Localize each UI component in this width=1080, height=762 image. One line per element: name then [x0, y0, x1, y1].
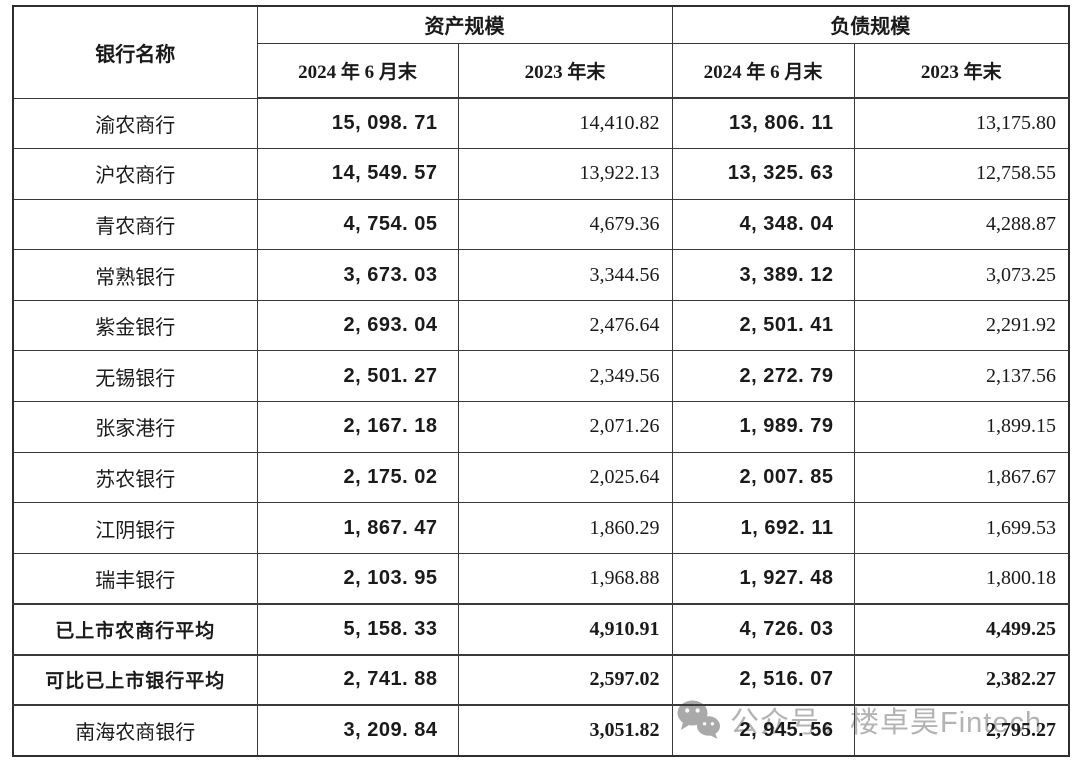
- asset-2024-cell: 1, 867. 47: [256, 502, 459, 554]
- liability-2024-cell: 13, 806. 11: [671, 97, 855, 150]
- asset-2024-cell: 15, 098. 71: [256, 97, 459, 150]
- asset-2023-cell: 2,476.64: [457, 299, 673, 352]
- asset-2024-cell: 2, 103. 95: [256, 552, 459, 605]
- bank-name-cell: 常熟银行: [12, 249, 258, 301]
- liability-2023-cell: 2,291.92: [853, 299, 1070, 352]
- asset-2023-cell: 3,344.56: [457, 249, 673, 301]
- liability-2024-cell: 2, 945. 56: [671, 704, 855, 757]
- liability-2024-cell: 1, 927. 48: [671, 552, 855, 605]
- asset-2024-cell: 2, 693. 04: [256, 299, 459, 352]
- liability-2023-cell: 1,867.67: [853, 451, 1070, 504]
- asset-2023-cell: 2,071.26: [457, 401, 673, 453]
- bank-name-cell: 渝农商行: [12, 97, 258, 150]
- header-sub-row: 2024 年 6 月末 2023 年末 2024 年 6 月末 2023 年末: [13, 42, 1070, 99]
- asset-2023-header: 2023 年末: [457, 42, 673, 99]
- liability-2023-cell: 13,175.80: [853, 97, 1070, 150]
- liability-group-header: 负债规模: [671, 5, 1070, 44]
- liability-2023-cell: 3,073.25: [853, 249, 1070, 301]
- asset-2023-cell: 13,922.13: [457, 148, 673, 200]
- table-row: 南海农商银行 3, 209. 84 3,051.82 2, 945. 56 2,795.…: [12, 704, 1070, 757]
- bank-name-cell: 瑞丰银行: [12, 552, 258, 605]
- liability-2024-cell: 2, 007. 85: [671, 451, 855, 504]
- asset-2024-cell: 3, 673. 03: [256, 249, 459, 301]
- asset-2023-cell: 4,679.36: [457, 198, 673, 251]
- header-group-row: 银行名称 资产规模 负债规模: [12, 5, 1070, 99]
- table-row: 无锡银行 2, 501. 27 2,349.56 2, 272. 79 2,137.56: [12, 350, 1070, 403]
- asset-2023-cell: 2,349.56: [457, 350, 673, 403]
- liability-2023-cell: 2,795.27: [853, 704, 1070, 757]
- liability-2024-cell: 2, 516. 07: [671, 653, 855, 706]
- bank-name-cell: 可比已上市银行平均: [12, 653, 258, 706]
- asset-2023-cell: 2,025.64: [457, 451, 673, 504]
- table-header: 银行名称 资产规模 负债规模 2024 年 6 月末 2023 年末 2024 …: [12, 5, 1070, 99]
- liability-2024-cell: 13, 325. 63: [671, 148, 855, 200]
- liability-2024-cell: 4, 348. 04: [671, 198, 855, 251]
- table-row: 常熟银行 3, 673. 03 3,344.56 3, 389. 12 3,073.25: [12, 249, 1070, 301]
- table-row: 已上市农商行平均 5, 158. 33 4,910.91 4, 726. 03 4,49…: [12, 602, 1070, 656]
- table-row: 瑞丰银行 2, 103. 95 1,968.88 1, 927. 48 1,800.18: [12, 552, 1070, 605]
- liability-2023-cell: 12,758.55: [853, 148, 1070, 200]
- bank-name-cell: 紫金银行: [12, 299, 258, 352]
- table-row: 沪农商行 14, 549. 57 13,922.13 13, 325. 63 12,75…: [12, 148, 1070, 200]
- liability-2024-cell: 1, 989. 79: [671, 401, 855, 453]
- asset-2023-cell: 14,410.82: [457, 97, 673, 150]
- asset-2024-cell: 2, 501. 27: [256, 350, 459, 403]
- asset-2023-cell: 1,968.88: [457, 552, 673, 605]
- asset-2024-cell: 14, 549. 57: [256, 148, 459, 200]
- table-row: 苏农银行 2, 175. 02 2,025.64 2, 007. 85 1,867.67: [12, 451, 1070, 504]
- liability-2024-cell: 3, 389. 12: [671, 249, 855, 301]
- liability-2023-cell: 1,899.15: [853, 401, 1070, 453]
- asset-2023-cell: 3,051.82: [457, 704, 673, 757]
- bank-name-cell: 张家港行: [12, 401, 258, 453]
- bank-comparison-table-wrap: 银行名称 资产规模 负债规模 2024 年 6 月末 2023 年末 2024 …: [12, 5, 1070, 757]
- bank-name-cell: 江阴银行: [12, 502, 258, 554]
- liability-2023-cell: 4,499.25: [853, 602, 1070, 656]
- bank-name-cell: 沪农商行: [12, 148, 258, 200]
- liability-2023-cell: 1,800.18: [853, 552, 1070, 605]
- asset-2024-cell: 2, 167. 18: [256, 401, 459, 453]
- bank-name-cell: 苏农银行: [12, 451, 258, 504]
- bank-name-cell: 无锡银行: [12, 350, 258, 403]
- asset-2023-cell: 1,860.29: [457, 502, 673, 554]
- asset-2024-header: 2024 年 6 月末: [256, 42, 459, 99]
- liability-2024-cell: 1, 692. 11: [671, 502, 855, 554]
- asset-2023-cell: 2,597.02: [457, 653, 673, 706]
- table-row: 渝农商行 15, 098. 71 14,410.82 13, 806. 11 13,17…: [12, 97, 1070, 150]
- liability-2024-cell: 2, 272. 79: [671, 350, 855, 403]
- asset-2024-cell: 5, 158. 33: [256, 602, 459, 656]
- asset-group-header: 资产规模: [256, 5, 673, 44]
- asset-2024-cell: 3, 209. 84: [256, 704, 459, 757]
- liability-2023-cell: 4,288.87: [853, 198, 1070, 251]
- liability-2024-header: 2024 年 6 月末: [671, 42, 855, 99]
- liability-2023-cell: 2,382.27: [853, 653, 1070, 706]
- bank-comparison-table: 银行名称 资产规模 负债规模 2024 年 6 月末 2023 年末 2024 …: [12, 5, 1070, 757]
- asset-2024-cell: 4, 754. 05: [256, 198, 459, 251]
- table-body: 渝农商行 15, 098. 71 14,410.82 13, 806. 11 13,17…: [12, 97, 1070, 757]
- table-row: 青农商行 4, 754. 05 4,679.36 4, 348. 04 4,288.87: [12, 198, 1070, 251]
- asset-2024-cell: 2, 741. 88: [256, 653, 459, 706]
- liability-2023-cell: 1,699.53: [853, 502, 1070, 554]
- asset-2024-cell: 2, 175. 02: [256, 451, 459, 504]
- table-row: 紫金银行 2, 693. 04 2,476.64 2, 501. 41 2,291.92: [12, 299, 1070, 352]
- table-row: 江阴银行 1, 867. 47 1,860.29 1, 692. 11 1,699.53: [12, 502, 1070, 554]
- liability-2024-cell: 2, 501. 41: [671, 299, 855, 352]
- bank-name-header: 银行名称: [12, 5, 258, 99]
- bank-name-cell: 已上市农商行平均: [12, 602, 258, 656]
- bank-name-cell: 南海农商银行: [12, 704, 258, 757]
- liability-2023-cell: 2,137.56: [853, 350, 1070, 403]
- liability-2023-header: 2023 年末: [853, 42, 1070, 99]
- liability-2024-cell: 4, 726. 03: [671, 602, 855, 656]
- asset-2023-cell: 4,910.91: [457, 602, 673, 656]
- bank-name-cell: 青农商行: [12, 198, 258, 251]
- table-row: 张家港行 2, 167. 18 2,071.26 1, 989. 79 1,899.15: [12, 401, 1070, 453]
- table-row: 可比已上市银行平均 2, 741. 88 2,597.02 2, 516. 07 2,3…: [12, 653, 1070, 706]
